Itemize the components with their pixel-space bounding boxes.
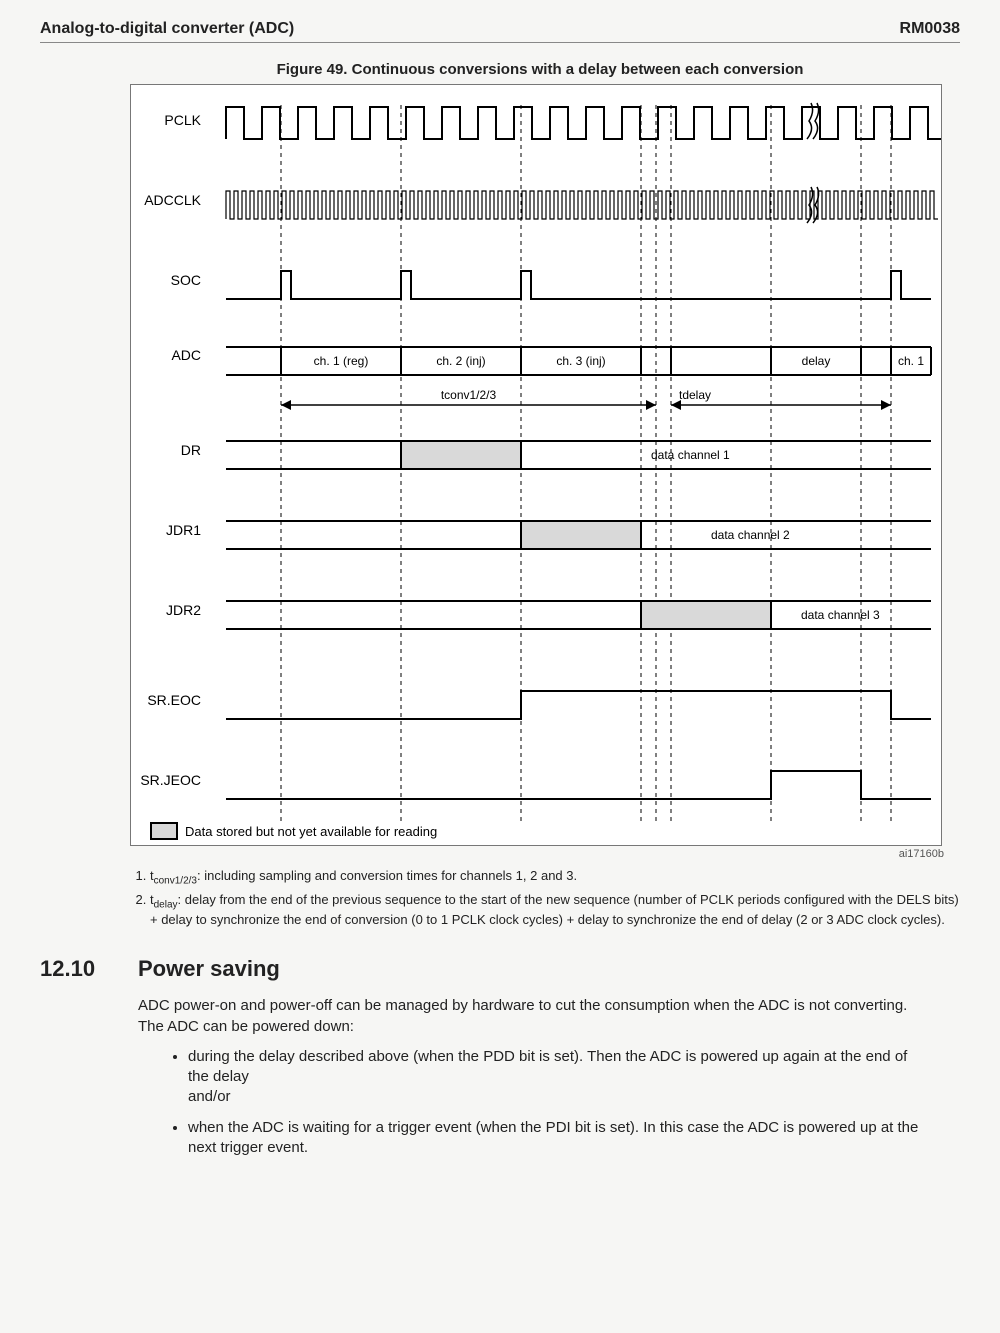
svg-text:ADCCLK: ADCCLK [144,192,201,208]
figure-49: Figure 49. Continuous conversions with a… [130,61,950,860]
svg-text:SR.JEOC: SR.JEOC [140,772,201,788]
section-paragraph: ADC power-on and power-off can be manage… [138,996,918,1037]
svg-text:data channel 3: data channel 3 [801,608,880,622]
bullet-item: when the ADC is waiting for a trigger ev… [188,1118,928,1159]
svg-text:JDR2: JDR2 [166,602,201,618]
svg-text:ch. 3 (inj): ch. 3 (inj) [556,354,605,368]
svg-text:ch. 1 (reg): ch. 1 (reg) [314,354,369,368]
svg-text:data channel 2: data channel 2 [711,528,790,542]
figure-id: ai17160b [130,848,944,860]
timing-diagram: PCLK ADCCLK SOC ADC DR JDR1 JDR2 SR.EOC SR.JEOC c… [130,84,942,846]
note-2: tdelay: delay from the end of the previo… [150,892,960,928]
svg-text:ADC: ADC [171,347,201,363]
svg-text:PCLK: PCLK [164,112,201,128]
svg-text:JDR1: JDR1 [166,522,201,538]
svg-text:data channel 1: data channel 1 [651,448,730,462]
svg-text:ch. 1: ch. 1 [898,354,924,368]
figure-caption: Figure 49. Continuous conversions with a… [130,61,950,78]
bullet-item: during the delay described above (when t… [188,1047,928,1108]
figure-notes: tconv1/2/3: including sampling and conve… [130,868,960,928]
svg-text:tdelay: tdelay [679,388,711,402]
note-1: tconv1/2/3: including sampling and conve… [150,868,960,888]
section-heading: 12.10 Power saving [40,956,960,982]
page-header: Analog-to-digital converter (ADC) RM0038 [40,20,960,43]
svg-text:ch. 2 (inj): ch. 2 (inj) [436,354,485,368]
svg-text:Data stored but not yet availa: Data stored but not yet available for re… [185,824,437,839]
header-left: Analog-to-digital converter (ADC) [40,20,294,38]
svg-text:tconv1/2/3: tconv1/2/3 [441,388,497,402]
svg-text:SOC: SOC [171,272,201,288]
svg-text:delay: delay [802,354,831,368]
section-number: 12.10 [40,956,110,982]
svg-text:SR.EOC: SR.EOC [147,692,201,708]
section-bullets: during the delay described above (when t… [170,1047,928,1158]
section-title: Power saving [138,956,280,982]
svg-text:DR: DR [181,442,201,458]
header-right: RM0038 [900,20,960,38]
